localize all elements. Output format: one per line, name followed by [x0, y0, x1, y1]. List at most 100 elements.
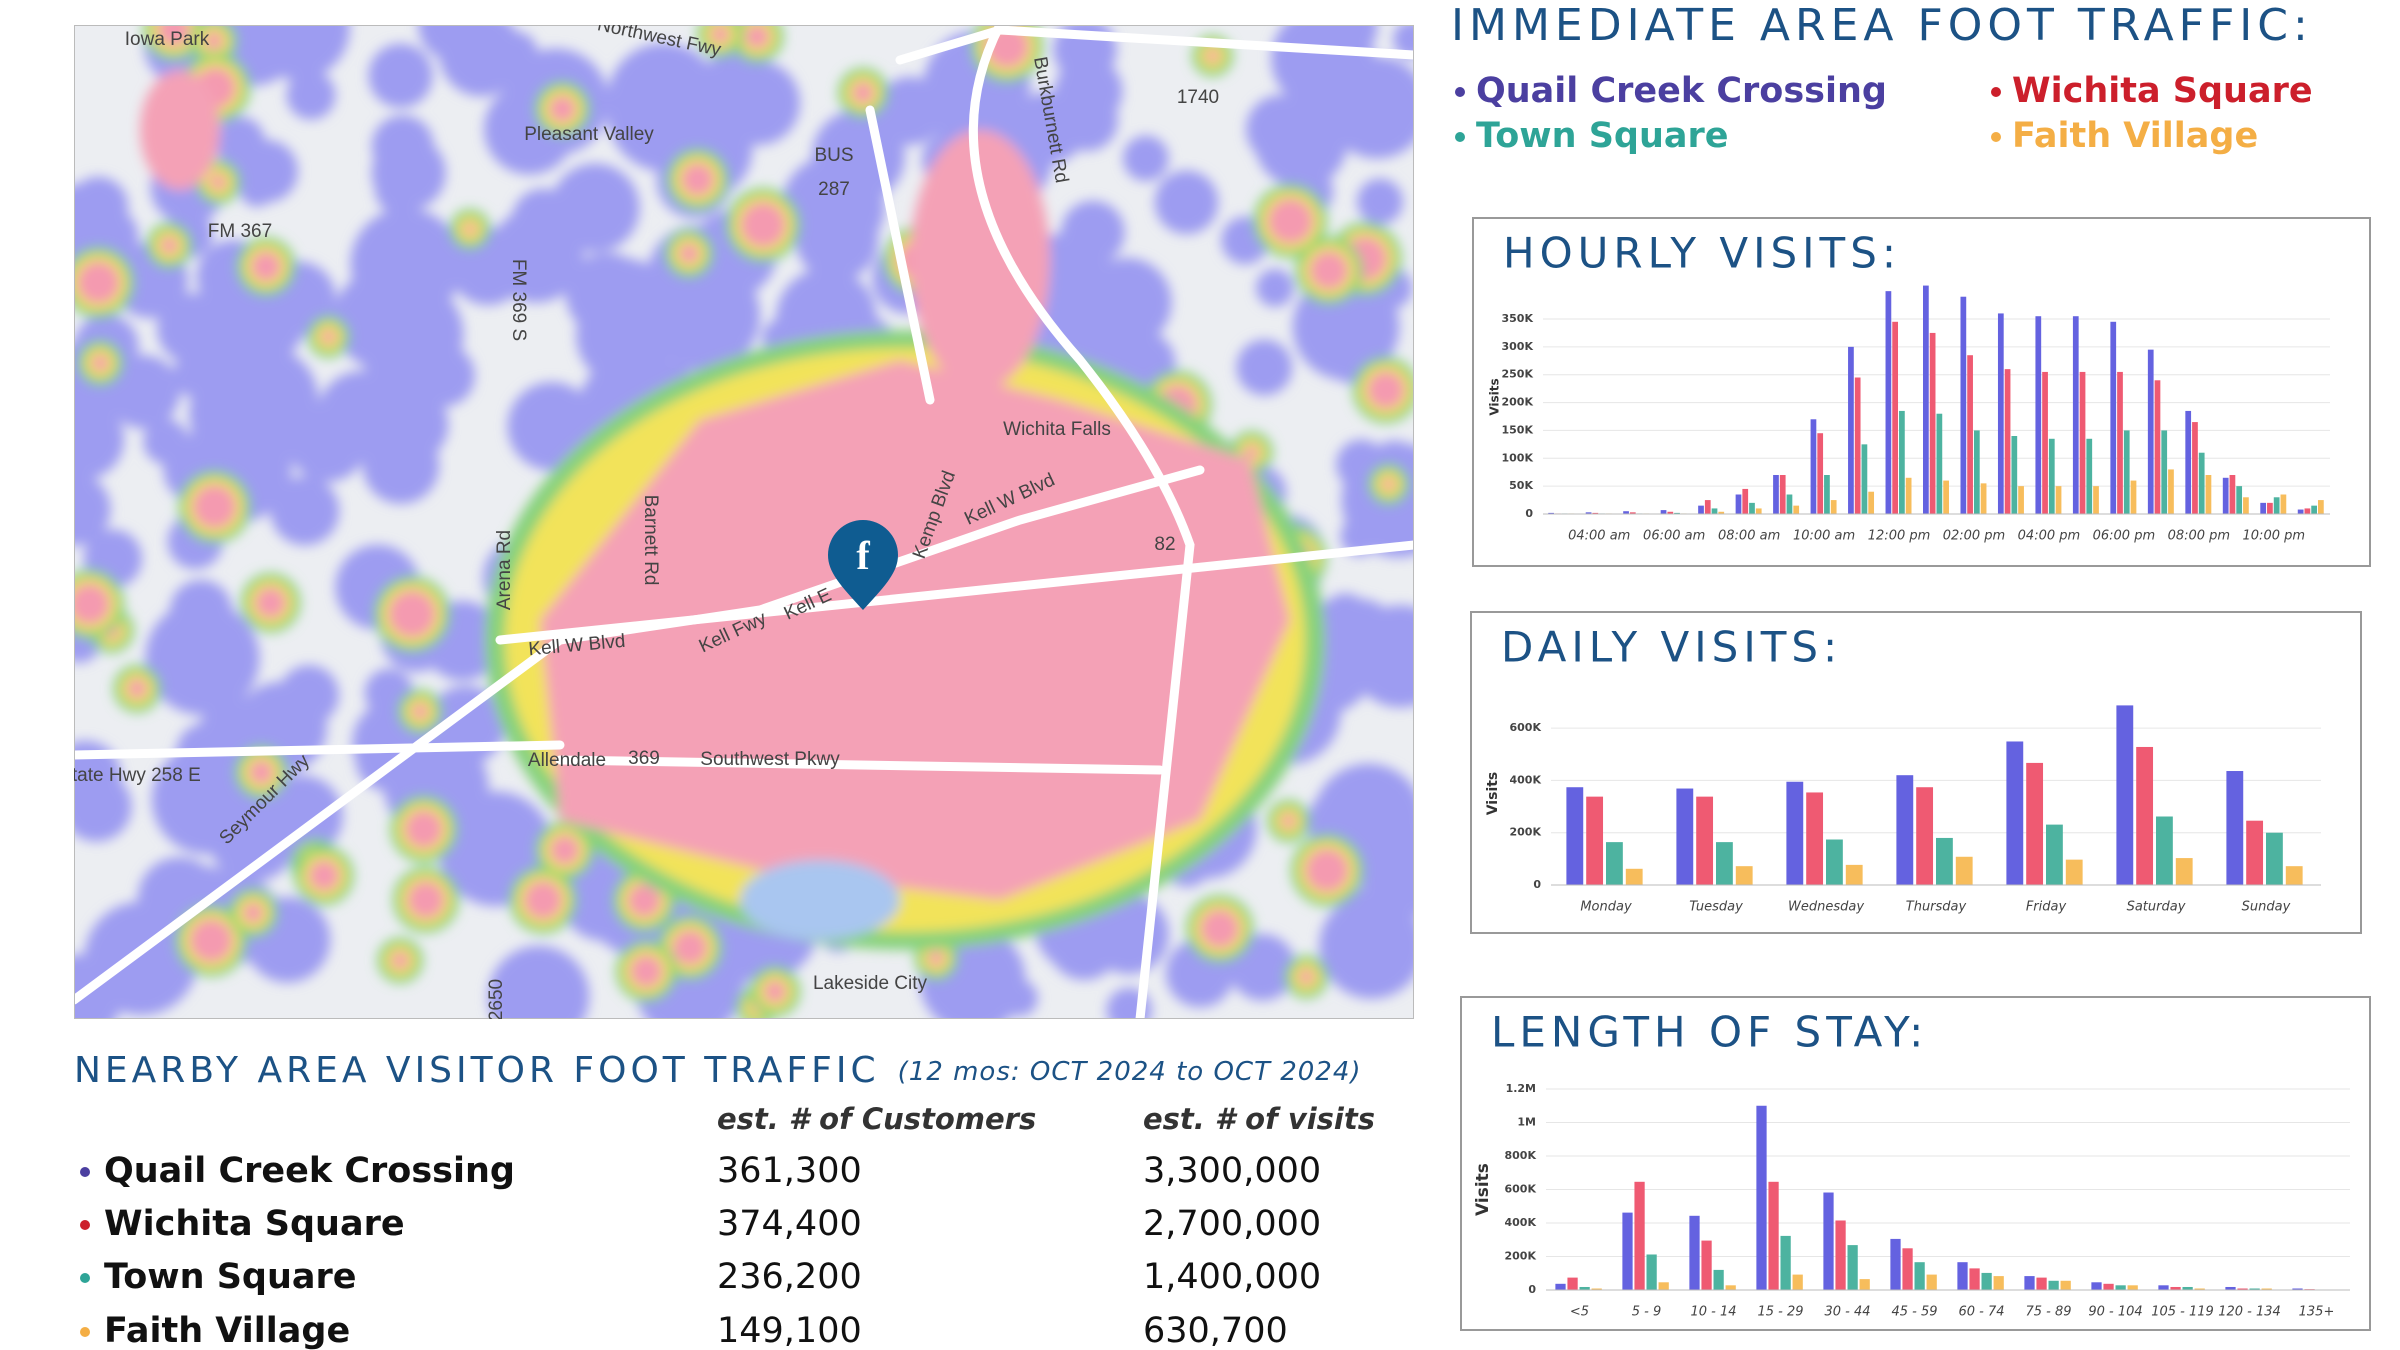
x-tick-label: 08:00 pm — [2168, 529, 2231, 544]
bar — [2055, 486, 2062, 514]
heat-blob — [565, 252, 649, 336]
y-axis-label: Visits — [1488, 378, 1502, 415]
bar — [2004, 369, 2011, 514]
bar — [2285, 866, 2303, 885]
heat-blob — [1309, 250, 1349, 291]
bar — [1847, 1245, 1858, 1290]
x-tick-label: 75 - 89 — [2025, 1305, 2071, 1320]
bar — [2198, 452, 2205, 514]
map-label: Iowa Park — [125, 29, 210, 50]
table-header: est. # of visits — [1143, 1102, 1375, 1136]
lake — [740, 860, 900, 940]
bar — [1969, 1268, 1980, 1290]
bar — [1830, 500, 1837, 514]
legend-bullet — [1455, 87, 1465, 97]
bar — [2161, 430, 2168, 514]
bar — [1861, 444, 1868, 514]
y-tick-label: 1M — [1517, 1116, 1536, 1129]
location-pin — [828, 520, 898, 610]
bar — [2156, 816, 2173, 885]
chart-frame — [1472, 217, 2371, 567]
map-label: Southwest Pkwy — [700, 749, 840, 770]
bar — [2046, 824, 2063, 885]
header-title: IMMEDIATE AREA FOOT TRAFFIC: — [1451, 0, 2313, 51]
row-name: Faith Village — [104, 1311, 350, 1350]
bar — [2117, 371, 2123, 514]
bar — [2115, 1285, 2126, 1290]
bar — [1902, 1248, 1913, 1290]
heat-blob — [242, 902, 264, 924]
bar — [1980, 483, 1987, 514]
heat-blob — [1357, 178, 1403, 225]
heat-blob — [1082, 257, 1172, 347]
heat-blob — [218, 276, 306, 364]
heat-blob — [763, 980, 787, 1003]
heat-blob — [523, 880, 563, 920]
bar — [2260, 502, 2267, 514]
map-label: State Hwy 258 E — [59, 765, 201, 786]
x-tick-label: Wednesday — [1788, 900, 1864, 915]
x-tick-label: 15 - 29 — [1757, 1305, 1803, 1320]
bar — [2229, 475, 2236, 514]
chart-title: HOURLY VISITS: — [1503, 229, 1901, 278]
bar — [1701, 1240, 1712, 1290]
heat-blob — [1254, 95, 1348, 188]
heat-blob — [1206, 49, 1220, 63]
bar — [2261, 1288, 2272, 1290]
y-tick-label: 1.2M — [1506, 1082, 1536, 1095]
bar — [1622, 1212, 1633, 1290]
y-tick-label: 0 — [1525, 507, 1533, 520]
heat-blob — [418, 25, 491, 62]
bar — [1735, 866, 1753, 885]
heat-blob — [1229, 934, 1296, 1001]
map-label: Allendale — [528, 750, 606, 771]
bar — [1810, 419, 1817, 514]
bar — [2116, 705, 2134, 885]
bar — [1779, 475, 1786, 514]
map-label: 1740 — [1177, 87, 1219, 108]
x-tick-label: 06:00 am — [1643, 529, 1705, 544]
x-tick-label: 04:00 pm — [2018, 529, 2081, 544]
bar — [1905, 477, 1912, 514]
row-bullet — [80, 1273, 90, 1283]
heat-blob — [321, 329, 336, 344]
row-visits: 1,400,000 — [1143, 1257, 1321, 1297]
bar — [2035, 316, 2042, 514]
bar — [1716, 842, 1733, 885]
bar — [2267, 502, 2273, 514]
bar — [1646, 1254, 1657, 1290]
heat-blob — [1281, 813, 1296, 829]
bar — [2018, 486, 2024, 514]
bar — [2292, 1288, 2303, 1290]
bar — [2273, 497, 2280, 514]
bar — [1786, 781, 1804, 885]
bar — [2024, 1276, 2035, 1290]
bar — [1725, 1285, 1736, 1290]
bar — [1993, 1276, 2004, 1290]
heat-blob — [740, 202, 786, 248]
heat-blob — [1298, 969, 1314, 985]
bar — [2011, 436, 2018, 514]
pin-logo: f — [856, 533, 870, 578]
bar — [1634, 1181, 1645, 1290]
heat-blob — [463, 223, 477, 236]
chart-title: LENGTH OF STAY: — [1491, 1008, 1928, 1057]
bar — [2222, 477, 2229, 514]
map-label: 2650 — [486, 979, 507, 1021]
x-tick-label: 12:00 pm — [1868, 529, 1931, 544]
bar — [1792, 1274, 1803, 1290]
x-tick-label: 60 - 74 — [1958, 1305, 2004, 1320]
x-tick-label: Tuesday — [1689, 900, 1743, 915]
bar — [1592, 512, 1599, 514]
bar — [1896, 775, 1914, 885]
bar — [1780, 1235, 1791, 1290]
bar — [2065, 859, 2083, 885]
y-tick-label: 400K — [1510, 773, 1542, 786]
row-customers: 361,300 — [717, 1151, 862, 1191]
heat-blob — [127, 678, 147, 699]
heat-blob — [245, 355, 302, 412]
heat-zone — [910, 130, 1050, 390]
